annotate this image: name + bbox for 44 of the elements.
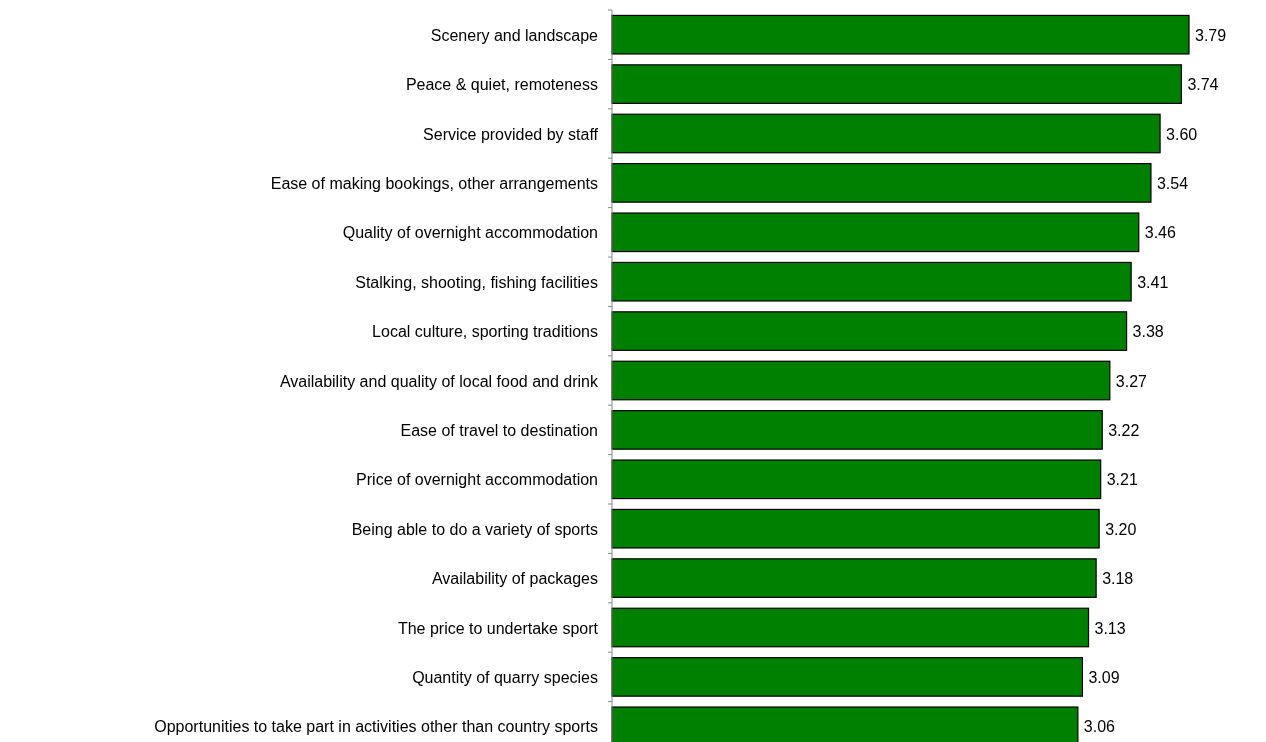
bar [611, 508, 1100, 549]
bar [611, 64, 1182, 104]
data-label: 3.60 [1166, 125, 1198, 143]
data-label: 3.46 [1144, 224, 1176, 242]
bar [611, 657, 1084, 697]
data-label: 3.54 [1156, 174, 1189, 192]
data-label: 3.09 [1088, 668, 1120, 686]
bar [611, 459, 1102, 500]
y-tick-label: Local culture, sporting traditions [372, 323, 598, 341]
y-tick-label: Being able to do a variety of sports [351, 520, 598, 538]
bar [611, 113, 1161, 154]
y-tick-label: Stalking, shooting, fishing facilities [355, 273, 598, 291]
y-tick-label: Price of overnight accommodation [356, 471, 598, 489]
y-tick-label: Opportunities to take part in activities other than country sports [154, 718, 598, 736]
y-tick-label: Availability and quality of local food and drink [279, 372, 599, 390]
data-label: 3.22 [1108, 421, 1140, 439]
data-label: 3.21 [1106, 471, 1138, 489]
y-tick-label: Scenery and landscape [430, 26, 599, 44]
data-label: 3.41 [1137, 273, 1169, 291]
bar [611, 558, 1097, 598]
bar [611, 261, 1132, 302]
data-label: 3.13 [1094, 619, 1126, 637]
y-tick-label: Ease of travel to destination [400, 421, 598, 439]
bar [611, 607, 1090, 648]
y-tick-label: Quantity of quarry species [412, 668, 598, 686]
bar [611, 14, 1190, 55]
y-tick-label: Ease of making bookings, other arrangements [270, 174, 598, 192]
data-label: 3.06 [1083, 718, 1116, 736]
data-label: 3.79 [1195, 26, 1227, 44]
bar [611, 360, 1111, 401]
y-tick-label: The price to undertake sport [397, 619, 599, 637]
data-label: 3.38 [1132, 323, 1164, 341]
data-label: 3.18 [1102, 570, 1134, 588]
bar [611, 212, 1140, 253]
data-label: 3.20 [1105, 520, 1137, 538]
y-tick-label: Quality of overnight accommodation [342, 224, 598, 242]
bar [611, 163, 1152, 203]
bar [611, 311, 1128, 351]
y-tick-label: Availability of packages [431, 570, 598, 588]
y-tick-label: Service provided by staff [423, 125, 599, 143]
y-tick-label: Peace & quiet, remoteness [405, 76, 598, 94]
bar [611, 410, 1103, 450]
data-label: 3.74 [1187, 76, 1219, 94]
data-label: 3.27 [1115, 372, 1148, 390]
